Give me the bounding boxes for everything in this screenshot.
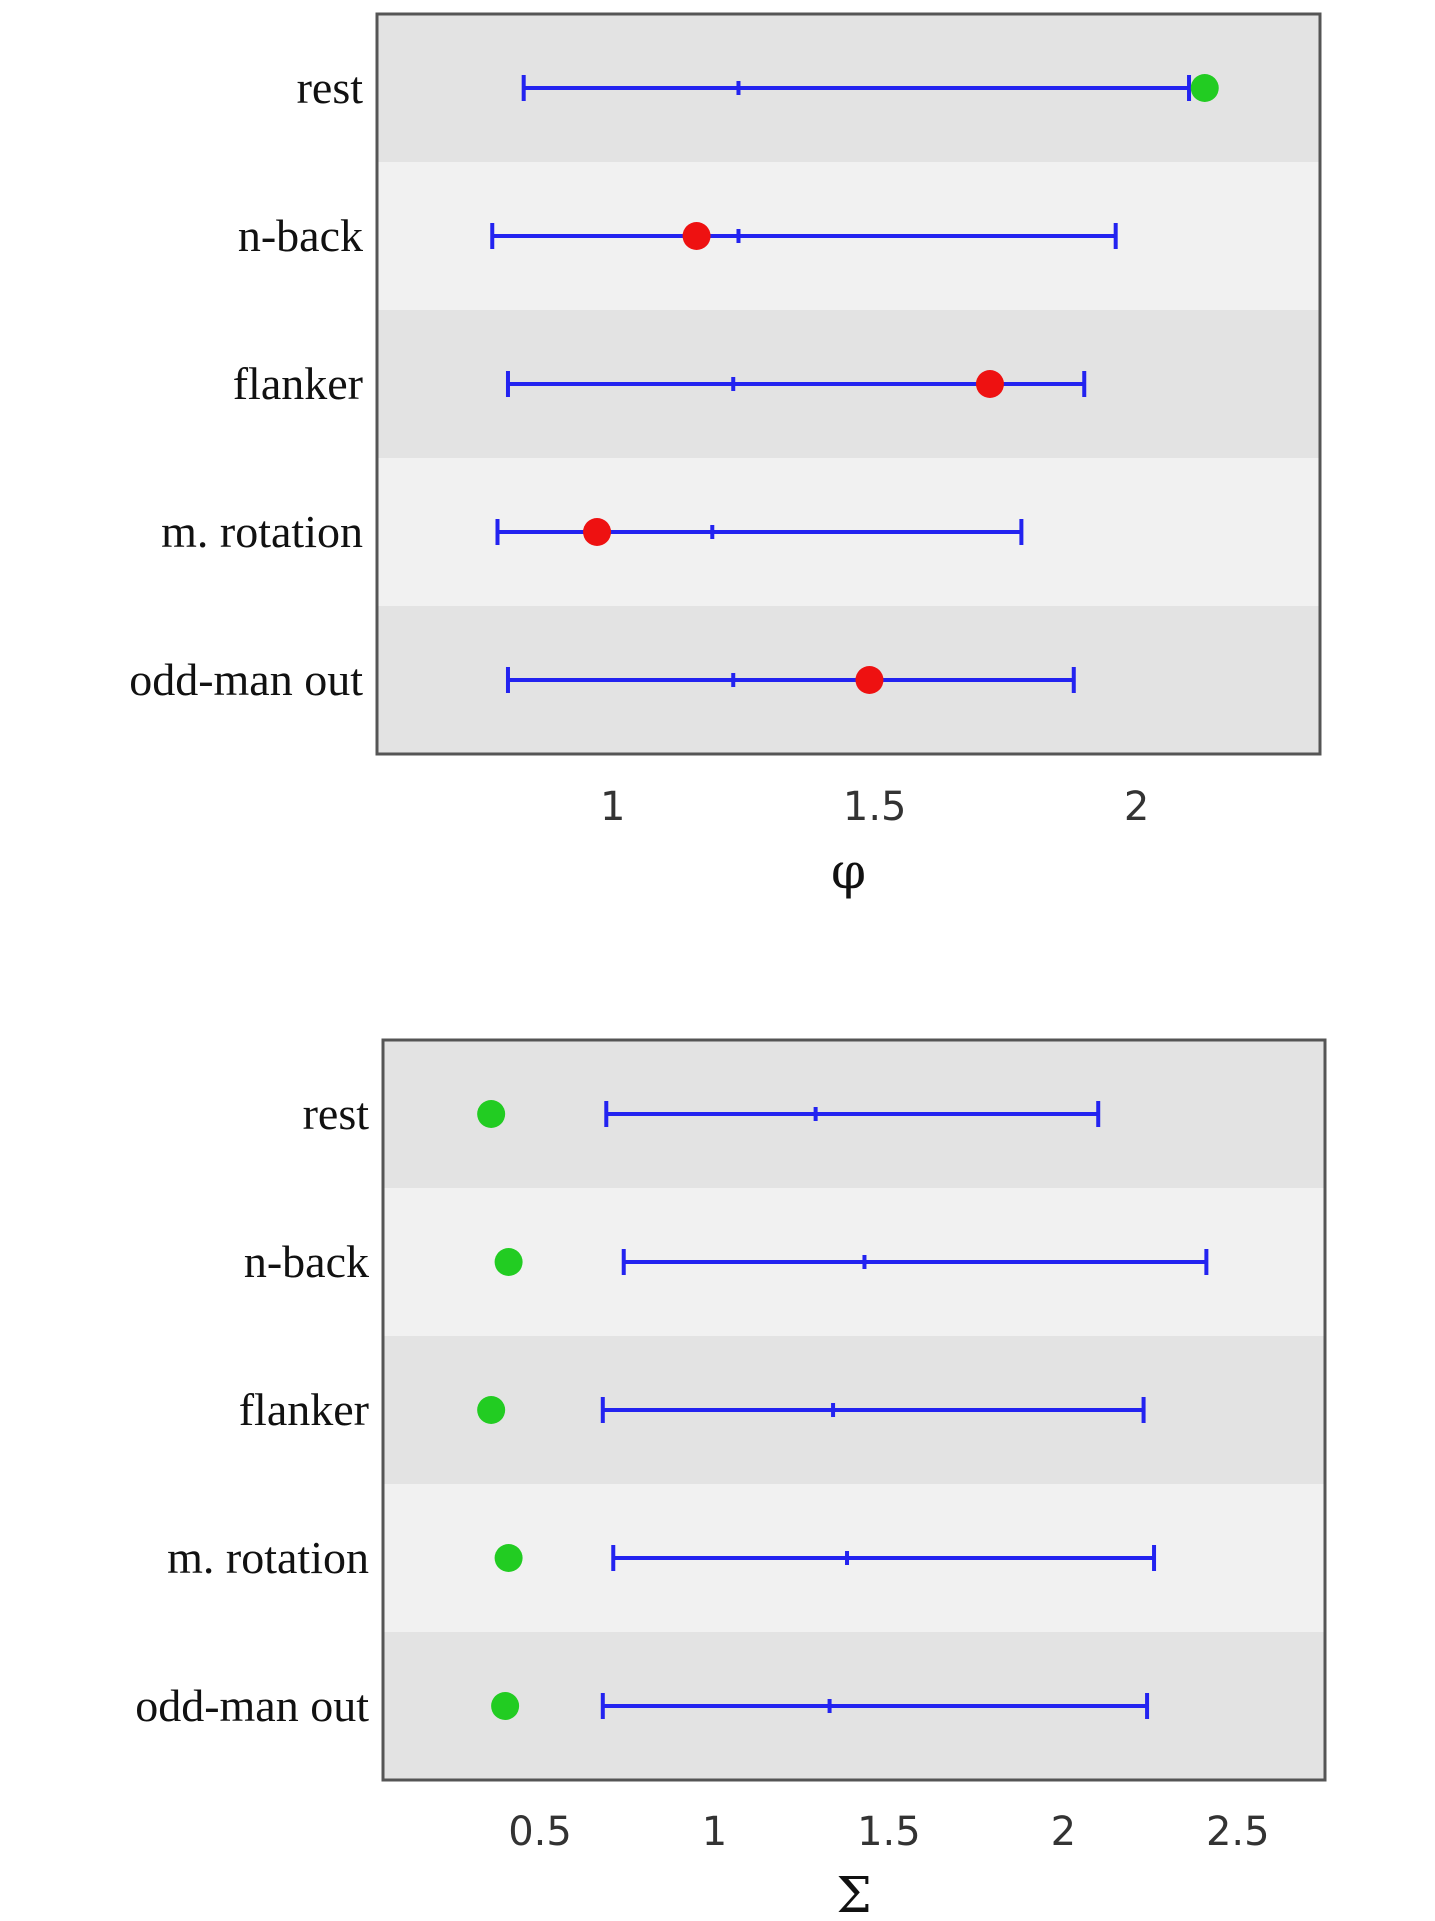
x-axis-label: Σ	[836, 1866, 871, 1921]
observed-point	[494, 1544, 523, 1572]
observed-point	[583, 518, 612, 546]
observed-point	[682, 222, 711, 250]
observed-point	[477, 1396, 506, 1424]
observed-point	[1190, 74, 1219, 102]
x-tick-label: 1.5	[857, 1809, 921, 1855]
x-tick-label: 1.5	[843, 784, 907, 830]
x-tick-label: 2	[1124, 784, 1149, 830]
x-tick-label: 2.5	[1206, 1809, 1270, 1855]
observed-point	[477, 1100, 506, 1128]
category-label: rest	[297, 62, 364, 113]
category-label: n-back	[238, 210, 363, 261]
observed-point	[975, 370, 1004, 398]
plot-frame	[381, 1038, 1327, 1782]
x-axis-label: φ	[831, 842, 866, 900]
category-label: m. rotation	[167, 1532, 369, 1583]
sigma-chart: rest n-back flanker m. rotation odd-man out 0…	[135, 1038, 1327, 1921]
x-tick-label: 0.5	[508, 1809, 572, 1855]
x-tick-label: 1	[600, 784, 625, 830]
category-label: rest	[303, 1088, 370, 1139]
category-label: odd-man out	[129, 654, 363, 705]
plot-frame	[375, 12, 1322, 756]
phi-chart: rest n-back flanker m. rotation odd-man out 1…	[129, 12, 1322, 900]
category-label: flanker	[233, 358, 363, 409]
category-label: m. rotation	[161, 506, 363, 557]
x-tick-label: 1	[702, 1809, 727, 1855]
observed-point	[491, 1692, 520, 1720]
observed-point	[855, 666, 884, 694]
observed-point	[494, 1248, 523, 1276]
category-label: odd-man out	[135, 1680, 369, 1731]
category-label: n-back	[244, 1236, 369, 1287]
x-tick-label: 2	[1051, 1809, 1076, 1855]
category-label: flanker	[239, 1384, 369, 1435]
